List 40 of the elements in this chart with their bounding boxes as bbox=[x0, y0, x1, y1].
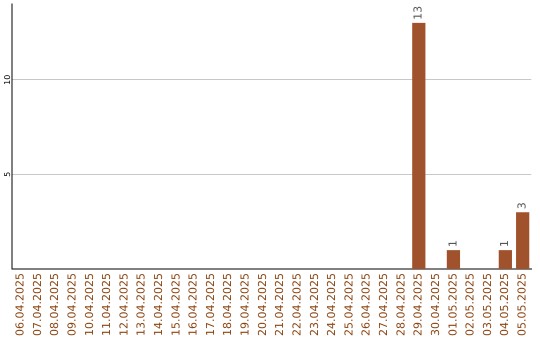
y-tick-label: 10 bbox=[3, 74, 12, 85]
x-tick-label: 08.04.2025 bbox=[48, 273, 62, 336]
x-tick-label: 11.04.2025 bbox=[100, 273, 114, 336]
x-tick-label: 01.05.2025 bbox=[446, 273, 460, 336]
x-tick-label: 23.04.2025 bbox=[308, 273, 321, 336]
x-tick-label: 20.04.2025 bbox=[256, 273, 269, 336]
bar bbox=[446, 250, 460, 270]
x-tick-label: 30.04.2025 bbox=[428, 273, 442, 336]
bar bbox=[516, 212, 530, 270]
bar bbox=[412, 22, 426, 270]
y-tick-label: 5 bbox=[3, 172, 12, 177]
x-tick-label: 16.04.2025 bbox=[186, 273, 200, 336]
data-label: 1 bbox=[498, 240, 512, 248]
x-tick-label: 07.04.2025 bbox=[30, 273, 44, 336]
x-tick-label: 14.04.2025 bbox=[152, 273, 165, 336]
x-tick-label: 22.04.2025 bbox=[290, 273, 304, 336]
x-tick-label: 15.04.2025 bbox=[169, 273, 182, 336]
x-tick-label: 28.04.2025 bbox=[394, 273, 408, 336]
data-label: 3 bbox=[516, 202, 529, 210]
x-tick-label: 21.04.2025 bbox=[273, 273, 286, 336]
x-tick-label: 03.05.2025 bbox=[480, 273, 494, 336]
x-tick-label: 27.04.2025 bbox=[377, 273, 390, 336]
x-tick-label: 18.04.2025 bbox=[221, 273, 234, 336]
x-tick-label: 02.05.2025 bbox=[464, 273, 477, 336]
x-tick-label: 09.04.2025 bbox=[65, 273, 78, 336]
x-tick-label: 26.04.2025 bbox=[360, 273, 373, 336]
bar bbox=[498, 250, 512, 270]
data-label: 1 bbox=[446, 240, 460, 248]
x-tick-label: 19.04.2025 bbox=[238, 273, 252, 336]
x-tick-label: 10.04.2025 bbox=[82, 273, 96, 336]
x-tick-label: 13.04.2025 bbox=[134, 273, 148, 336]
x-tick-label: 29.04.2025 bbox=[412, 273, 425, 336]
x-tick-label: 12.04.2025 bbox=[117, 273, 130, 336]
x-tick-label: 25.04.2025 bbox=[342, 273, 356, 336]
data-label: 13 bbox=[412, 6, 425, 20]
x-tick-label: 06.04.2025 bbox=[14, 273, 27, 336]
x-tick-label: 24.04.2025 bbox=[325, 273, 338, 336]
x-tick-label: 05.05.2025 bbox=[516, 273, 529, 336]
x-tick-label: 17.04.2025 bbox=[204, 273, 217, 336]
x-tick-label: 04.05.2025 bbox=[498, 273, 512, 336]
